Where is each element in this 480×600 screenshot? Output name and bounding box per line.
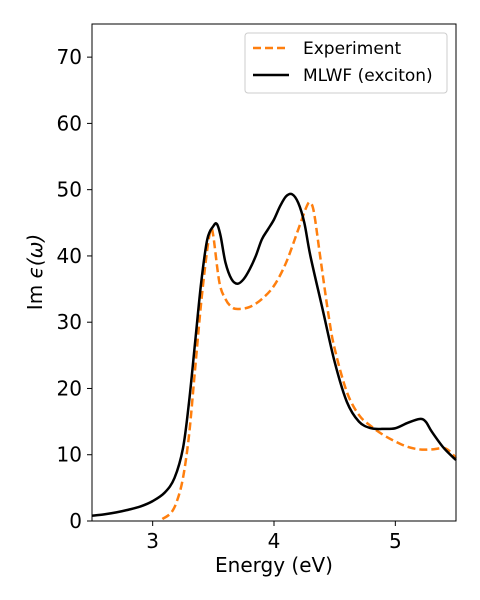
y-axis-label-prefix: Im [23, 278, 47, 310]
x-axis-label: Energy (eV) [215, 553, 333, 577]
series-layer [91, 192, 457, 521]
series-line-experiment [161, 201, 457, 521]
y-tick-label: 50 [57, 178, 82, 202]
y-tick-label: 60 [57, 111, 82, 135]
y-tick-label: 70 [57, 45, 82, 69]
y-axis-label-symbol: ϵ(ω) [23, 234, 47, 279]
y-tick-label: 0 [69, 509, 82, 533]
legend-box [244, 32, 448, 94]
x-tick-label: 3 [146, 529, 159, 553]
legend-label-mlwf: MLWF (exciton) [303, 66, 433, 86]
y-tick-label: 20 [57, 376, 82, 400]
x-axis: 3 4 5 [146, 521, 402, 553]
y-tick-label: 10 [57, 443, 82, 467]
legend-label-experiment: Experiment [303, 39, 402, 59]
x-tick-label: 5 [389, 529, 402, 553]
x-tick-label: 4 [268, 529, 281, 553]
y-axis: 0 10 20 30 40 50 60 70 [57, 45, 92, 533]
y-tick-label: 30 [57, 310, 82, 334]
y-tick-label: 40 [57, 244, 82, 268]
y-axis-label: Im ϵ(ω) [23, 234, 47, 310]
legend: Experiment MLWF (exciton) [244, 32, 448, 94]
series-line-mlwf [91, 192, 457, 517]
plot-background [92, 24, 456, 521]
